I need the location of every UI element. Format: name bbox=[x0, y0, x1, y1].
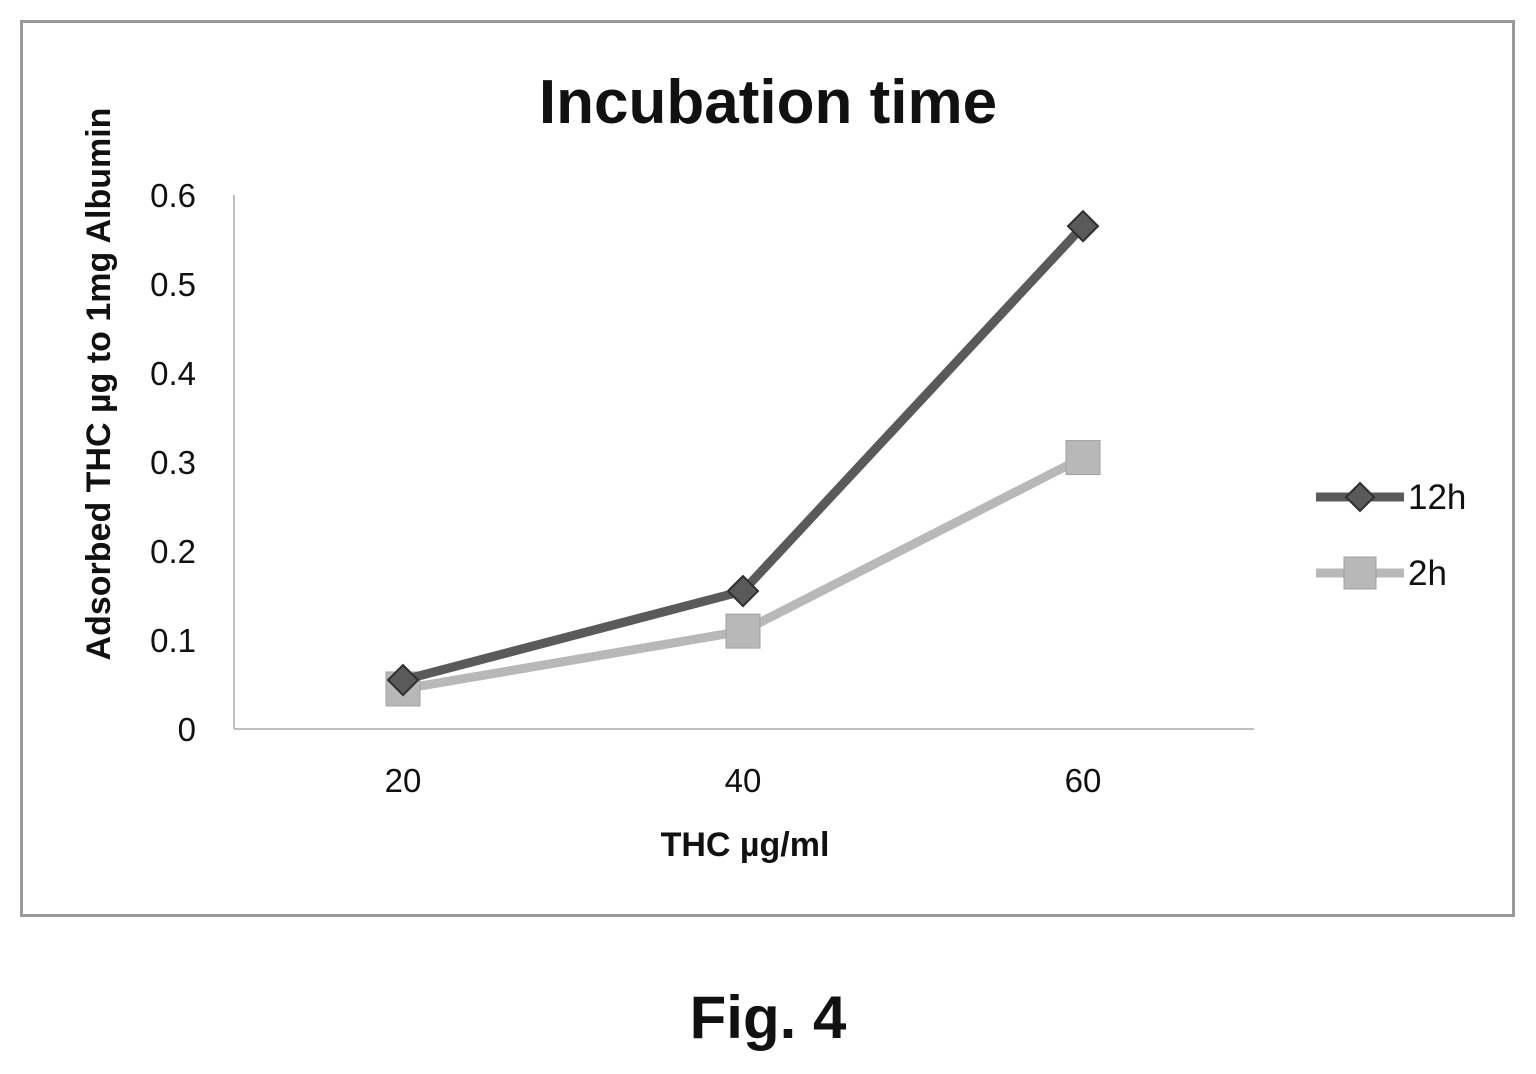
y-tick-label: 0.4 bbox=[150, 355, 196, 392]
marker-diamond bbox=[386, 663, 420, 697]
chart-frame bbox=[20, 20, 1515, 917]
marker-square bbox=[725, 613, 761, 649]
series-line bbox=[401, 223, 1087, 685]
figure-caption: Fig. 4 bbox=[689, 984, 847, 1051]
marker-diamond bbox=[1344, 481, 1376, 513]
y-tick-label: 0.1 bbox=[150, 622, 196, 659]
legend-label: 2h bbox=[1408, 554, 1447, 593]
y-tick-label: 0.5 bbox=[150, 266, 196, 303]
legend: 12h 2h bbox=[1316, 478, 1466, 593]
chart-title: Incubation time bbox=[539, 68, 997, 137]
legend-item: 12h bbox=[1316, 478, 1466, 517]
chart: Incubation time Adsorbed THC µg to 1mg A… bbox=[80, 68, 1466, 864]
x-ticks: 20 40 60 bbox=[385, 762, 1102, 799]
y-ticks: 0 0.1 0.2 0.3 0.4 0.5 0.6 bbox=[150, 177, 196, 748]
series-2h bbox=[385, 440, 1101, 707]
y-axis-label: Adsorbed THC µg to 1mg Albumin bbox=[80, 108, 118, 661]
x-axis-label: THC µg/ml bbox=[661, 826, 830, 864]
x-tick-label: 40 bbox=[725, 762, 762, 799]
y-tick-label: 0.3 bbox=[150, 444, 196, 481]
marker-square bbox=[1343, 556, 1377, 590]
marker-diamond bbox=[726, 574, 760, 608]
legend-item: 2h bbox=[1316, 554, 1447, 593]
series-12h bbox=[386, 209, 1100, 697]
y-tick-label: 0.2 bbox=[150, 533, 196, 570]
marker-diamond bbox=[1066, 209, 1100, 243]
series-lines bbox=[385, 209, 1101, 707]
marker-square bbox=[1065, 440, 1101, 476]
x-tick-label: 20 bbox=[385, 762, 422, 799]
x-tick-label: 60 bbox=[1065, 762, 1102, 799]
y-tick-label: 0 bbox=[178, 711, 196, 748]
y-tick-label: 0.6 bbox=[150, 177, 196, 214]
legend-label: 12h bbox=[1408, 478, 1466, 517]
